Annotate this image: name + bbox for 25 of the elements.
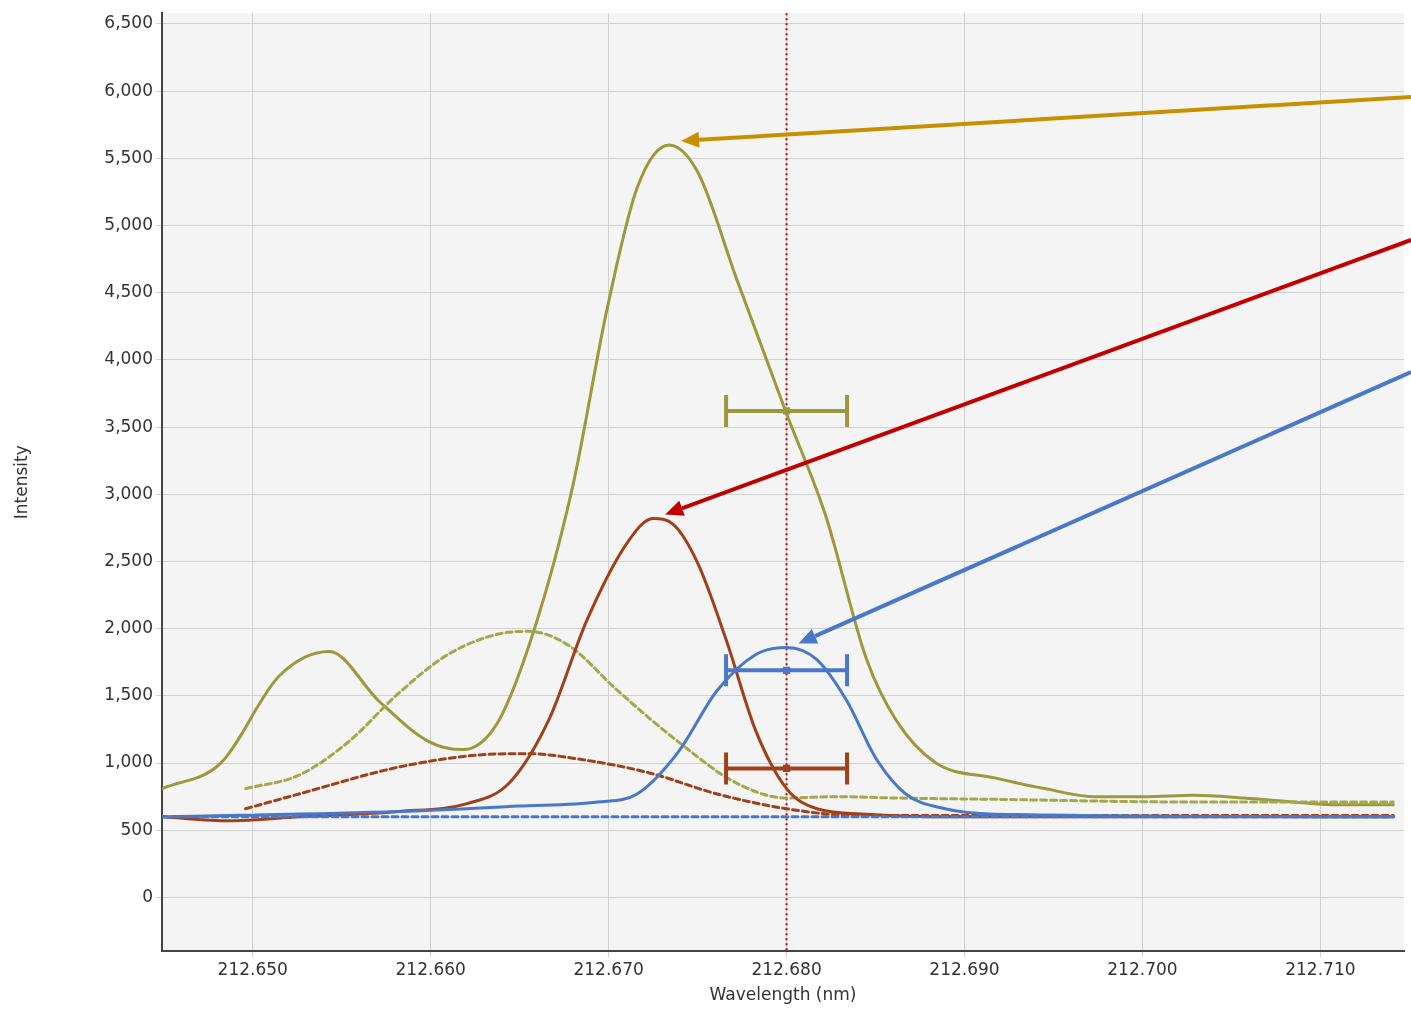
y-tick-label: 2,500 [104, 549, 153, 570]
y-tick-label: 4,500 [104, 281, 153, 302]
x-tick-label: 212.700 [1107, 958, 1178, 979]
y-tick-label: 6,000 [104, 79, 153, 100]
line-series [162, 143, 1395, 807]
y-tick-label: 1,000 [104, 751, 153, 772]
y-axis-title: Intensity [10, 445, 31, 520]
x-axis-title: Wavelength (nm) [709, 984, 857, 1005]
y-tick-label: 3,500 [104, 415, 153, 436]
y-tick-label: 4,000 [104, 348, 153, 369]
y-tick-label: 1,500 [104, 684, 153, 705]
y-tick-label: 500 [120, 818, 153, 839]
y-tick-label: 5,500 [104, 146, 153, 167]
x-tick-label: 212.710 [1285, 958, 1356, 979]
y-tick-label: 2,000 [104, 617, 153, 638]
y-tick-label: 5,000 [104, 213, 153, 234]
x-tick-label: 212.660 [395, 958, 466, 979]
y-tick-label: 3,000 [104, 482, 153, 503]
y-tick-label: 6,500 [104, 12, 153, 33]
x-tick-label: 212.690 [929, 958, 1000, 979]
x-tick-label: 212.670 [573, 958, 644, 979]
x-tick-label: 212.650 [217, 958, 288, 979]
line-series [244, 629, 1395, 804]
y-tick-label: 0 [142, 885, 153, 906]
x-tick-label: 212.680 [751, 958, 822, 979]
